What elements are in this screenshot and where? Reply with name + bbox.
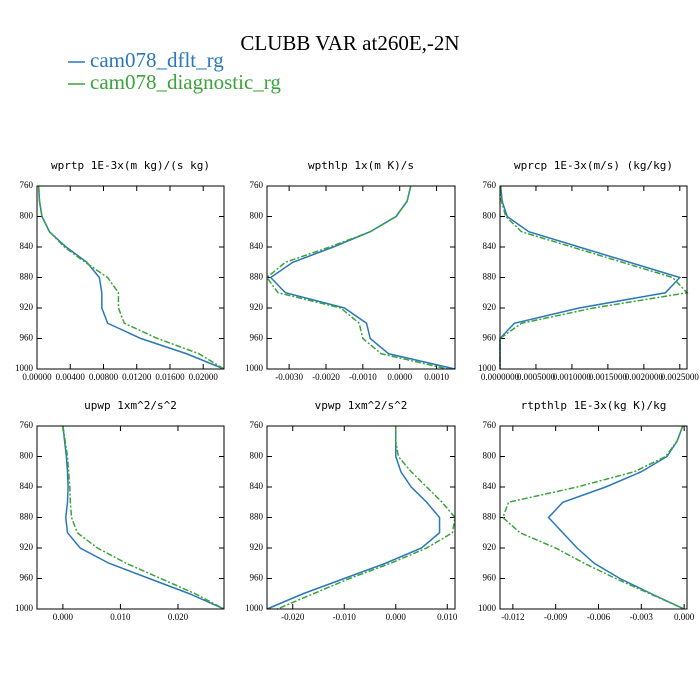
y-tick-label: 960 <box>483 333 497 343</box>
y-tick-label: 880 <box>20 512 34 522</box>
y-tick-label: 960 <box>20 573 34 583</box>
x-tick-label: 0.0010000 <box>553 372 592 382</box>
panel-title: vpwp 1xm^2/s^2 <box>315 399 408 412</box>
y-tick-label: 920 <box>483 542 497 552</box>
y-tick-label: 1000 <box>15 603 34 613</box>
x-tick-label: 0.0015000 <box>589 372 628 382</box>
x-tick-label: 0.00000 <box>22 372 52 382</box>
series-line <box>62 425 225 610</box>
x-tick-label: 0.020 <box>168 612 189 622</box>
y-tick-label: 840 <box>20 241 34 251</box>
y-tick-label: 760 <box>20 180 34 190</box>
series-line <box>37 185 225 370</box>
x-tick-label: 0.00400 <box>56 372 86 382</box>
panel-title: wprcp 1E-3x(m/s) (kg/kg) <box>514 159 673 172</box>
x-tick-label: -0.003 <box>630 612 654 622</box>
x-tick-label: -0.006 <box>587 612 611 622</box>
y-tick-label: 800 <box>483 211 497 221</box>
y-tick-label: 960 <box>250 333 264 343</box>
plot-frame <box>36 185 225 370</box>
series-line <box>269 185 456 370</box>
x-tick-label: 0.00800 <box>89 372 119 382</box>
x-tick-label: -0.012 <box>501 612 524 622</box>
y-tick-label: 760 <box>20 420 34 430</box>
x-tick-label: -0.010 <box>333 612 357 622</box>
series-line <box>501 425 685 610</box>
y-tick-label: 800 <box>20 451 34 461</box>
y-tick-label: 880 <box>483 512 497 522</box>
plot-frame <box>266 425 456 610</box>
panel-title: upwp 1xm^2/s^2 <box>84 399 177 412</box>
y-tick-label: 800 <box>20 211 34 221</box>
x-tick-label: 0.0000000 <box>481 372 520 382</box>
x-tick-label: 0.02000 <box>189 372 219 382</box>
x-tick-label: 0.01600 <box>155 372 185 382</box>
y-tick-label: 840 <box>250 481 264 491</box>
x-tick-label: 0.0005000 <box>517 372 556 382</box>
y-tick-label: 760 <box>250 420 264 430</box>
y-tick-label: 840 <box>483 481 497 491</box>
series-line <box>547 425 685 610</box>
y-tick-label: 760 <box>483 420 497 430</box>
y-tick-label: 800 <box>250 211 264 221</box>
y-tick-label: 920 <box>20 542 34 552</box>
series-line <box>277 426 456 610</box>
plot-frame <box>36 425 225 610</box>
x-tick-label: 0.000 <box>53 612 74 622</box>
y-tick-label: 840 <box>483 241 497 251</box>
y-tick-label: 880 <box>20 272 34 282</box>
plot-frame <box>266 185 456 370</box>
y-tick-label: 960 <box>250 573 264 583</box>
y-tick-label: 1000 <box>478 603 497 613</box>
x-tick-label: 0.0025000 <box>661 372 700 382</box>
y-tick-label: 840 <box>20 481 34 491</box>
y-tick-label: 1000 <box>478 363 497 373</box>
y-tick-label: 760 <box>483 180 497 190</box>
y-tick-label: 1000 <box>245 363 264 373</box>
panel-title: wpthlp 1x(m K)/s <box>308 159 414 172</box>
series-line <box>265 185 448 370</box>
series-line <box>499 185 682 369</box>
x-tick-label: 0.010 <box>437 612 458 622</box>
series-line <box>499 185 689 369</box>
y-tick-label: 840 <box>250 241 264 251</box>
y-tick-label: 1000 <box>245 603 264 613</box>
y-tick-label: 800 <box>483 451 497 461</box>
y-tick-label: 880 <box>250 272 264 282</box>
y-tick-label: 920 <box>250 302 264 312</box>
plot-frame <box>499 425 688 610</box>
series-line <box>37 185 225 370</box>
panel-title: wprtp 1E-3x(m kg)/(s kg) <box>51 159 210 172</box>
plot-frame <box>499 185 688 370</box>
panel-title: rtpthlp 1E-3x(kg K)/kg <box>521 399 667 412</box>
x-tick-label: -0.0020 <box>312 372 340 382</box>
y-tick-label: 880 <box>250 512 264 522</box>
x-tick-label: -0.009 <box>544 612 568 622</box>
y-tick-label: 920 <box>483 302 497 312</box>
y-tick-label: 760 <box>250 180 264 190</box>
x-tick-label: 0.0020000 <box>625 372 664 382</box>
y-tick-label: 920 <box>20 302 34 312</box>
y-tick-label: 920 <box>250 542 264 552</box>
x-tick-label: -0.0010 <box>349 372 377 382</box>
y-tick-label: 1000 <box>15 363 34 373</box>
figure-title: CLUBB VAR at260E,-2N <box>240 31 459 55</box>
x-tick-label: 0.0000 <box>387 372 412 382</box>
y-tick-label: 960 <box>20 333 34 343</box>
x-tick-label: 0.01200 <box>122 372 152 382</box>
series-line <box>266 426 441 610</box>
x-tick-label: 0.010 <box>110 612 131 622</box>
y-tick-label: 880 <box>483 272 497 282</box>
y-tick-label: 800 <box>250 451 264 461</box>
y-tick-label: 960 <box>483 573 497 583</box>
series-line <box>62 425 225 610</box>
x-tick-label: 0.000 <box>674 612 695 622</box>
x-tick-label: 0.000 <box>386 612 407 622</box>
x-tick-label: -0.0030 <box>275 372 303 382</box>
legend-label: cam078_diagnostic_rg <box>90 70 281 94</box>
x-tick-label: -0.020 <box>281 612 305 622</box>
legend-label: cam078_dflt_rg <box>90 48 224 72</box>
x-tick-label: 0.0010 <box>424 372 449 382</box>
